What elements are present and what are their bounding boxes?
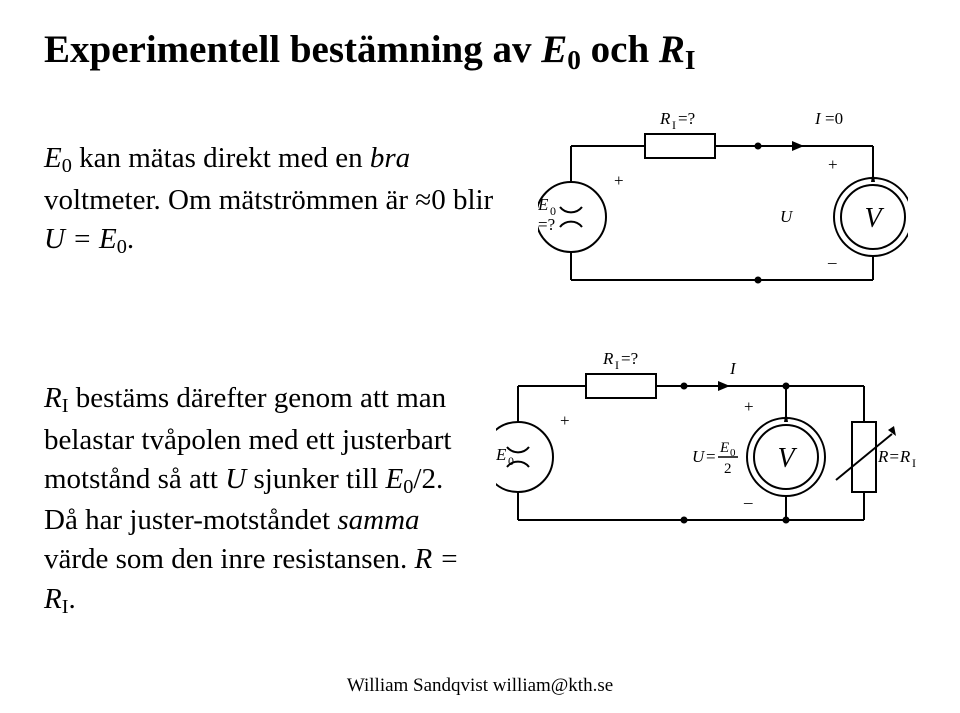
paragraph-1: E0 kan mätas direkt med en bra voltmeter…	[44, 139, 514, 261]
title-text-1: Experimentell bestämning av	[44, 28, 541, 71]
d2-ri-sub: I	[615, 358, 619, 372]
d1-ri-sub: I	[672, 118, 676, 132]
title-R: R	[659, 28, 685, 71]
d2-minus: _	[743, 487, 753, 506]
d2-plus-l: +	[560, 411, 570, 430]
p1-sub0b: 0	[117, 236, 127, 258]
p2-j: värde som den inre resistansen.	[44, 543, 414, 575]
d1-minus: _	[827, 247, 837, 266]
title-subI: I	[685, 45, 696, 75]
d1-e0-suf: =?	[538, 215, 555, 234]
p1-UE: U = E	[44, 223, 117, 255]
d1-i-suf: =0	[825, 110, 843, 128]
p1-e: voltmeter. Om mätströmmen är ≈0 blir	[44, 184, 493, 216]
d1-ri-suf: =?	[678, 110, 695, 128]
d2-rr: R=R	[877, 447, 911, 466]
circuit-diagram-2: R I =? I V	[496, 350, 916, 550]
p1-dot: .	[127, 223, 134, 255]
title-E: E	[541, 28, 567, 71]
d1-e0-E: E	[538, 195, 549, 214]
page-title: Experimentell bestämning av E0 och RI	[44, 28, 916, 76]
p2-E: E	[386, 463, 404, 495]
d2-ueq: =	[706, 447, 716, 466]
footer: William Sandqvist william@kth.se	[0, 675, 960, 697]
p2-R: R	[44, 382, 62, 414]
d2-u: U	[692, 447, 706, 466]
d2-e0-sub: 0	[508, 454, 514, 468]
d1-u: U	[780, 207, 794, 226]
d2-i: I	[729, 359, 737, 378]
d1-plus-r: +	[828, 155, 838, 174]
d2-ueq-E: E	[719, 440, 729, 456]
d2-rr-sub: I	[912, 456, 916, 470]
p1-c: kan mätas direkt med en	[72, 142, 370, 174]
p2-U: U	[225, 463, 246, 495]
d2-ri-suf: =?	[621, 350, 638, 368]
d2-e0-E: E	[496, 445, 507, 464]
paragraph-2: RI bestäms därefter genom att man belast…	[44, 379, 472, 621]
p2-m: .	[68, 583, 75, 615]
title-text-2: och	[581, 28, 659, 71]
p2-samma: samma	[337, 504, 419, 536]
d2-ueq-bot: 2	[724, 461, 732, 477]
d1-v: V	[864, 203, 884, 234]
p1-bra: bra	[370, 142, 410, 174]
p2-e: sjunker till	[246, 463, 385, 495]
p1-sub0: 0	[62, 155, 72, 177]
d1-i-lab: I	[814, 110, 822, 128]
d2-plus-r: +	[744, 397, 754, 416]
p2-sub0: 0	[403, 476, 413, 498]
title-sub0: 0	[567, 45, 581, 75]
d2-v: V	[777, 443, 797, 474]
d1-ri-R: R	[659, 110, 671, 128]
p1-E: E	[44, 142, 62, 174]
d1-plus-l: +	[614, 171, 624, 190]
d2-ri-R: R	[602, 350, 614, 368]
circuit-diagram-1: R I =? I =0 V	[538, 110, 908, 300]
